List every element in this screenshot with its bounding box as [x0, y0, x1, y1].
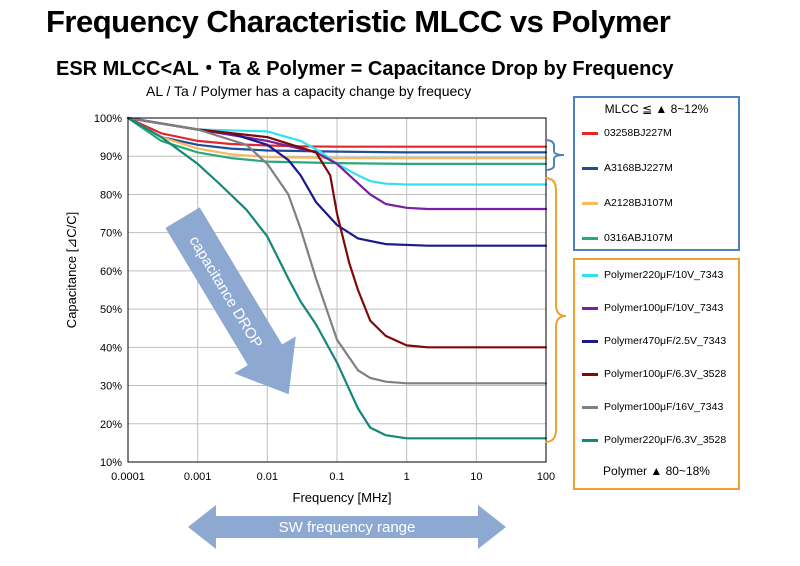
- y-axis-label: Capacitance [⊿C/C]: [64, 212, 79, 328]
- legend-label: Polymer220μF/6.3V_3528: [604, 434, 727, 446]
- legend-label: A3168BJ227M: [604, 162, 673, 174]
- legend-item: Polymer470μF/2.5V_7343: [582, 334, 726, 348]
- legend-label: Polymer100μF/6.3V_3528: [604, 368, 727, 380]
- polymer-legend: Polymer220μF/10V_7343 Polymer100μF/10V_73…: [573, 258, 740, 490]
- polymer-brace: [544, 177, 567, 443]
- legend-swatch: [582, 201, 598, 205]
- y-tick-label: 20%: [100, 419, 122, 431]
- legend-swatch: [582, 438, 598, 442]
- x-tick-label: 1: [404, 471, 410, 483]
- grid: [128, 118, 546, 462]
- x-tick-label: 10: [470, 471, 482, 483]
- legend-swatch: [582, 273, 598, 277]
- legend-item: Polymer100μF/10V_7343: [582, 301, 723, 315]
- polymer-legend-footer: Polymer ▲ 80~18%: [603, 464, 710, 478]
- series-line-polymer100-f-6-3v-3528: [126, 116, 548, 349]
- capacitance-drop-arrow: capacitance DROP: [165, 207, 296, 395]
- x-axis-label: Frequency [MHz]: [293, 490, 392, 505]
- x-tick-label: 100: [537, 471, 555, 483]
- page-title: Frequency Characteristic MLCC vs Polymer: [46, 4, 671, 39]
- legend-label: 0316ABJ107M: [604, 232, 673, 244]
- legend-item: Polymer220μF/6.3V_3528: [582, 433, 726, 447]
- sw-frequency-range-label: SW frequency range: [279, 519, 416, 536]
- legend-swatch: [582, 236, 598, 240]
- plot-frame: [127, 117, 547, 463]
- tick-labels: 10% 20% 30% 40% 50% 60% 70% 80% 90% 100% 0.0001 0.0…: [94, 113, 555, 483]
- legend-label: Polymer220μF/10V_7343: [604, 269, 724, 281]
- legend-item: A3168BJ227M: [582, 161, 673, 175]
- y-tick-label: 50%: [100, 304, 122, 316]
- legend-item: 03258BJ227M: [582, 126, 672, 140]
- legend-swatch: [582, 372, 598, 376]
- x-tick-label: 0.0001: [111, 471, 145, 483]
- legend-swatch: [582, 131, 598, 135]
- legend-swatch: [582, 339, 598, 343]
- legend-item: Polymer100μF/6.3V_3528: [582, 367, 726, 381]
- y-tick-label: 70%: [100, 228, 122, 240]
- legend-item: Polymer220μF/10V_7343: [582, 268, 723, 282]
- legend-label: Polymer100μF/16V_7343: [604, 401, 724, 413]
- legend-swatch: [582, 405, 598, 409]
- legend-swatch: [582, 306, 598, 310]
- x-tick-label: 0.01: [257, 471, 278, 483]
- mlcc-brace: [544, 139, 565, 171]
- y-tick-label: 100%: [94, 113, 122, 125]
- legend-item: 0316ABJ107M: [582, 231, 673, 245]
- series-line-polymer100-f-16v-7343: [126, 116, 548, 385]
- y-tick-label: 40%: [100, 342, 122, 354]
- legend-swatch: [582, 166, 598, 170]
- y-tick-label: 90%: [100, 151, 122, 163]
- y-tick-label: 80%: [100, 189, 122, 201]
- series-line-a2128bj107m: [126, 116, 548, 160]
- legend-item: Polymer100μF/16V_7343: [582, 400, 723, 414]
- legend-label: 03258BJ227M: [604, 127, 672, 139]
- sw-frequency-range-arrow: SW frequency range: [188, 505, 506, 549]
- legend-label: Polymer470μF/2.5V_7343: [604, 335, 727, 347]
- legend-label: Polymer100μF/10V_7343: [604, 302, 724, 314]
- y-tick-label: 10%: [100, 457, 122, 469]
- series-line-polymer220-f-6-3v-3528: [126, 116, 548, 440]
- series-lines: [126, 116, 548, 440]
- x-tick-label: 0.001: [184, 471, 212, 483]
- legend-label: A2128BJ107M: [604, 197, 673, 209]
- mlcc-legend: MLCC ≦ ▲ 8~12% 03258BJ227M A3168BJ227M A21…: [573, 96, 740, 251]
- x-tick-label: 0.1: [329, 471, 344, 483]
- y-tick-label: 30%: [100, 381, 122, 393]
- page-subtitle: ESR MLCC<AL・Ta & Polymer = Capacitance D…: [56, 58, 674, 80]
- chart-note: AL / Ta / Polymer has a capacity change …: [146, 83, 472, 99]
- y-tick-label: 60%: [100, 266, 122, 278]
- legend-item: A2128BJ107M: [582, 196, 673, 210]
- mlcc-legend-header: MLCC ≦ ▲ 8~12%: [604, 102, 709, 116]
